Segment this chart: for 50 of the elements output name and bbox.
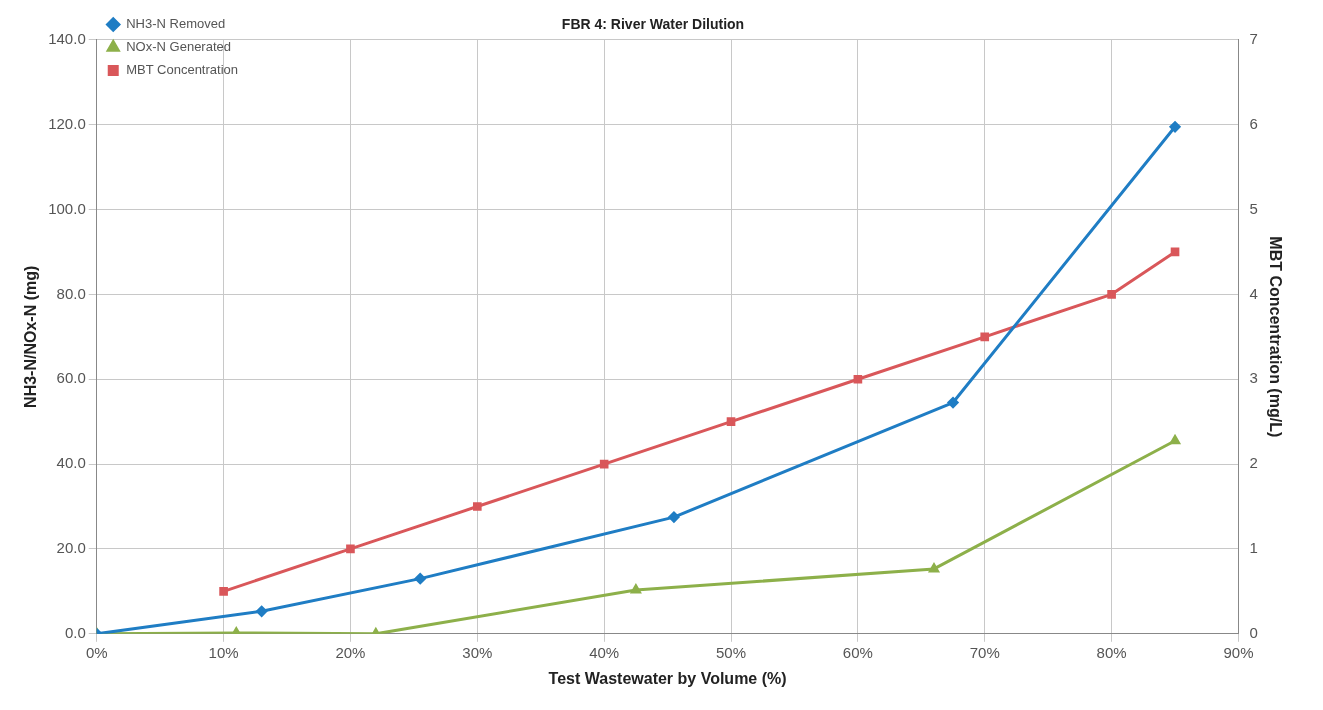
chart-title: FBR 4: River Water Dilution	[561, 16, 745, 33]
x-tick-label: 60%	[842, 643, 873, 661]
y2-tick-label: 3	[1249, 369, 1258, 387]
y2-tick-label: 7	[1249, 29, 1258, 47]
y-axis-title: NH3-N/NOx-N (mg)	[22, 265, 40, 408]
y-tick-label: 60.0	[56, 369, 86, 387]
point	[1107, 290, 1116, 299]
x-tick-label: 50%	[716, 643, 747, 661]
y-tick-label: 140.0	[48, 29, 86, 47]
point	[726, 417, 736, 426]
point	[947, 397, 959, 409]
x-tick-label: 20%	[335, 643, 366, 661]
y-tick-label: 20.0	[56, 539, 86, 557]
point	[256, 605, 268, 617]
point	[929, 563, 939, 573]
legend-label: NOx-N Generated	[126, 39, 231, 55]
x-tick-label: 70%	[969, 643, 1000, 661]
point	[630, 584, 641, 594]
point	[219, 587, 228, 596]
point	[414, 573, 426, 585]
y-tick-label: 40.0	[56, 454, 86, 472]
point	[980, 332, 990, 342]
y2-tick-label: 1	[1249, 539, 1258, 557]
y2-tick-label: 4	[1249, 284, 1258, 302]
x-tick-label: 0%	[85, 643, 108, 661]
point	[1170, 435, 1180, 445]
x-tick-label: 40%	[589, 643, 620, 661]
y-tick-label: 120.0	[48, 114, 86, 132]
point	[668, 511, 680, 523]
x-tick-label: 90%	[1223, 643, 1254, 661]
x-axis-title: Test Wastewater by Volume (%)	[548, 669, 787, 687]
y2-tick-label: 2	[1249, 454, 1258, 472]
y-tick-label: 80.0	[56, 284, 86, 302]
point	[599, 459, 609, 469]
x-tick-label: 10%	[208, 643, 239, 661]
point	[853, 374, 863, 384]
point	[472, 502, 482, 511]
y-tick-label: 100.0	[48, 199, 86, 217]
point	[1170, 247, 1180, 257]
y2-tick-label: 6	[1249, 114, 1258, 132]
y2-axis-title: MBT Concentration (mg/L)	[1266, 236, 1284, 438]
x-tick-label: 80%	[1096, 643, 1127, 661]
point	[1169, 121, 1181, 133]
y2-tick-label: 0	[1249, 623, 1258, 641]
x-tick-label: 30%	[462, 643, 493, 661]
legend-label: MBT Concentration	[126, 62, 238, 78]
point	[346, 544, 355, 554]
legend-label: NH3-N Removed	[126, 16, 226, 32]
y-tick-label: 0.0	[64, 623, 86, 641]
y2-tick-label: 5	[1249, 199, 1258, 217]
